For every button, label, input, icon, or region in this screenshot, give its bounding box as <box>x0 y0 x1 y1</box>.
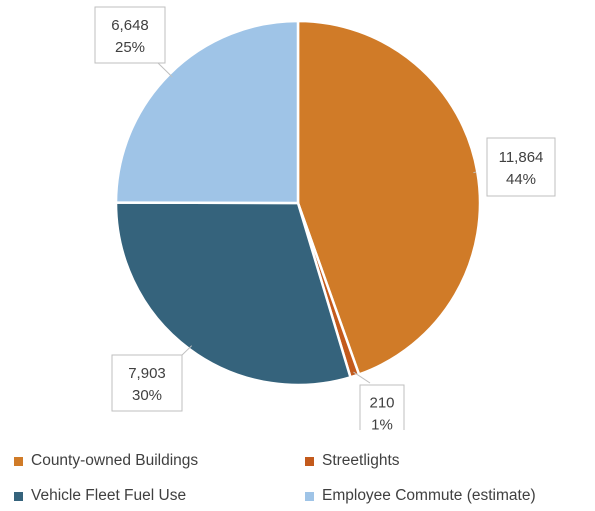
data-label-percent: 44% <box>506 171 536 188</box>
callout-leader-line <box>353 371 371 384</box>
legend-swatch <box>305 456 314 466</box>
legend-swatch <box>14 456 23 466</box>
legend-item-vehicle-fleet-fuel-use: Vehicle Fleet Fuel Use <box>14 487 186 505</box>
pie-slices <box>114 19 482 387</box>
pie-slice-vehicle-fleet-fuel-use <box>114 201 352 387</box>
callout-leader-line <box>473 171 477 174</box>
legend-item-streetlights: Streetlights <box>305 452 400 470</box>
data-label-value: 7,903 <box>128 365 166 382</box>
data-label-value: 6,648 <box>111 17 149 34</box>
callout-box <box>359 384 405 430</box>
legend-label: Streetlights <box>322 452 400 469</box>
data-label-percent: 1% <box>371 417 393 431</box>
pie-slice-county-owned-buildings <box>296 19 482 376</box>
legend-swatch <box>14 491 23 501</box>
data-label-value: 210 <box>369 395 394 412</box>
legend-swatch <box>305 491 314 501</box>
data-label-value: 11,864 <box>499 149 544 166</box>
legend-item-employee-commute: Employee Commute (estimate) <box>305 487 536 505</box>
data-labels: 11,864 44% 210 1% 7,903 30% 6,648 25% <box>94 6 556 431</box>
pie-chart: 11,864 44% 210 1% 7,903 30% 6,648 25% <box>94 6 556 431</box>
callout-box <box>94 6 166 64</box>
callout-leader-line <box>157 62 173 78</box>
legend-label: County-owned Buildings <box>31 452 199 469</box>
callout-box <box>486 137 556 197</box>
legend: County-owned Buildings Streetlights Vehi… <box>0 436 595 511</box>
legend-item-county-owned-buildings: County-owned Buildings <box>14 452 198 470</box>
legend-label: Employee Commute (estimate) <box>322 487 536 504</box>
legend-label: Vehicle Fleet Fuel Use <box>31 487 187 504</box>
data-label-percent: 25% <box>115 39 145 56</box>
data-label-percent: 30% <box>132 387 162 404</box>
callout-box <box>111 354 183 412</box>
